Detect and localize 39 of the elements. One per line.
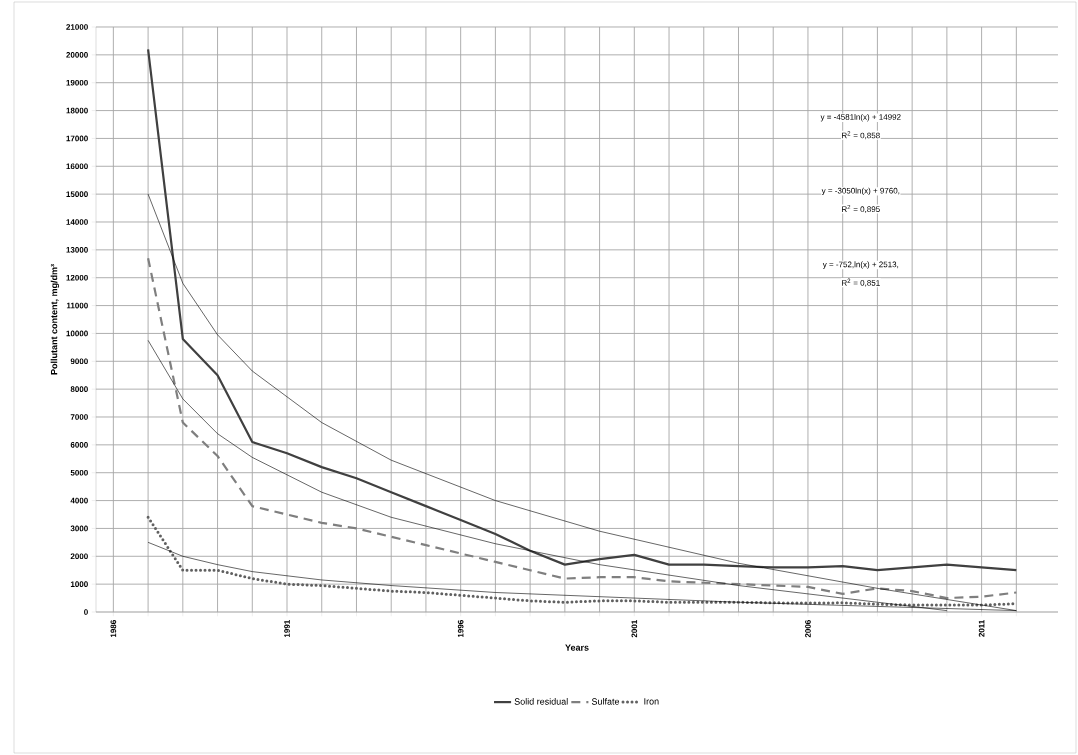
y-tick-label: 7000: [70, 414, 88, 420]
y-tick-label: 0: [84, 609, 88, 615]
legend-label: Iron: [644, 698, 659, 705]
y-tick-label: 16000: [66, 163, 88, 170]
y-tick-label: 9000: [70, 358, 88, 365]
x-tick-label: 2006: [805, 620, 811, 638]
y-tick-label: 1000: [70, 581, 88, 587]
y-axis-title: Pollutant content, mg/dm³: [50, 264, 60, 375]
y-tick-label: 3000: [70, 525, 88, 532]
x-tick-label: 1991: [284, 620, 290, 638]
annotation: R$^{2}$ = 0,858: [842, 131, 880, 140]
y-tick-label: 20000: [66, 52, 88, 58]
x-axis-title: Years: [565, 644, 589, 651]
annotation: R$^{2}$ = 0,851: [842, 278, 880, 287]
y-tick-label: 8000: [70, 386, 88, 392]
x-tick-label: 1996: [457, 620, 464, 638]
y-tick-label: 19000: [66, 79, 88, 86]
y-tick-label: 17000: [66, 135, 88, 142]
y-tick-label: 14000: [66, 219, 88, 225]
y-tick-label: 15000: [66, 191, 88, 197]
annotation: y = -4581ln(x) + 14992: [820, 113, 901, 122]
y-tick-label: 13000: [66, 247, 88, 253]
annotation: y = -3050ln(x) + 9760,: [821, 187, 900, 196]
y-tick-label: 6000: [70, 442, 88, 448]
y-tick-label: 10000: [66, 330, 88, 337]
annotation: R$^{2}$ = 0,895: [842, 204, 880, 213]
y-tick-label: 12000: [66, 274, 88, 281]
x-tick-label: 2001: [631, 620, 638, 638]
y-tick-label: 4000: [70, 497, 88, 504]
x-tick-label: 2011: [978, 620, 985, 637]
y-tick-label: 18000: [66, 107, 88, 114]
x-tick-label: 1986: [110, 620, 117, 638]
legend-label: Sulfate: [591, 698, 620, 705]
legend-label: Solid residual: [514, 698, 568, 705]
y-tick-label: 2000: [70, 553, 88, 560]
y-tick-label: 11000: [66, 302, 88, 309]
y-tick-label: 21000: [66, 24, 88, 30]
y-tick-label: 5000: [70, 469, 88, 476]
annotation: y = -752,ln(x) + 2513,: [822, 261, 899, 269]
